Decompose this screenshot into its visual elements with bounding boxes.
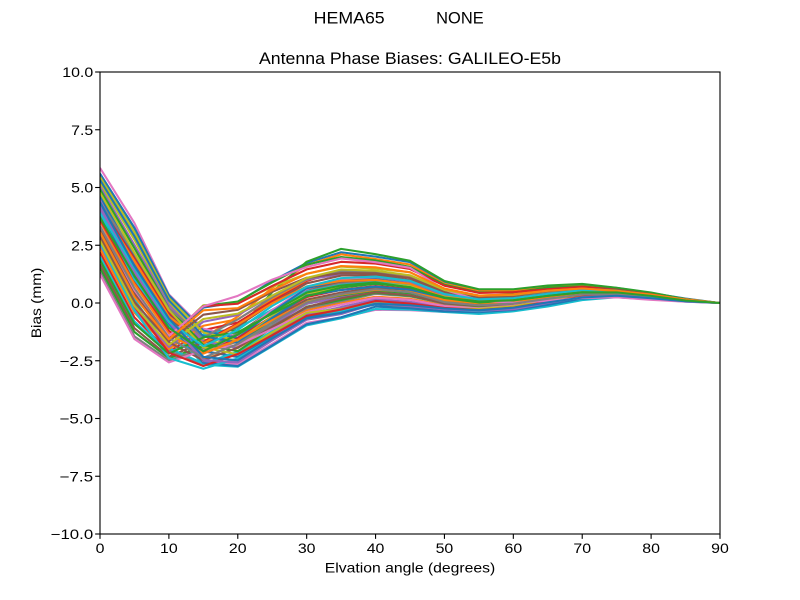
svg-text:10: 10 [160, 540, 178, 556]
svg-text:40: 40 [367, 540, 385, 556]
svg-text:80: 80 [642, 540, 660, 556]
svg-text:−10.0: −10.0 [51, 526, 94, 542]
svg-text:HEMA65: HEMA65 [314, 10, 385, 28]
svg-text:70: 70 [573, 540, 591, 556]
svg-text:10.0: 10.0 [62, 64, 93, 80]
svg-text:0: 0 [96, 540, 105, 556]
svg-text:7.5: 7.5 [71, 122, 93, 138]
svg-text:Bias (mm): Bias (mm) [28, 268, 44, 339]
svg-text:Elvation angle (degrees): Elvation angle (degrees) [325, 560, 496, 576]
svg-text:20: 20 [229, 540, 247, 556]
svg-text:5.0: 5.0 [71, 180, 93, 196]
svg-text:−5.0: −5.0 [59, 411, 93, 427]
svg-text:30: 30 [298, 540, 316, 556]
svg-text:0.0: 0.0 [71, 295, 93, 311]
svg-text:60: 60 [504, 540, 522, 556]
svg-text:50: 50 [436, 540, 454, 556]
svg-text:Antenna Phase Biases: GALILEO-: Antenna Phase Biases: GALILEO-E5b [259, 50, 561, 68]
svg-text:90: 90 [711, 540, 729, 556]
svg-text:2.5: 2.5 [71, 237, 93, 253]
svg-text:−2.5: −2.5 [59, 353, 93, 369]
svg-text:NONE: NONE [436, 10, 484, 28]
svg-text:−7.5: −7.5 [59, 468, 93, 484]
